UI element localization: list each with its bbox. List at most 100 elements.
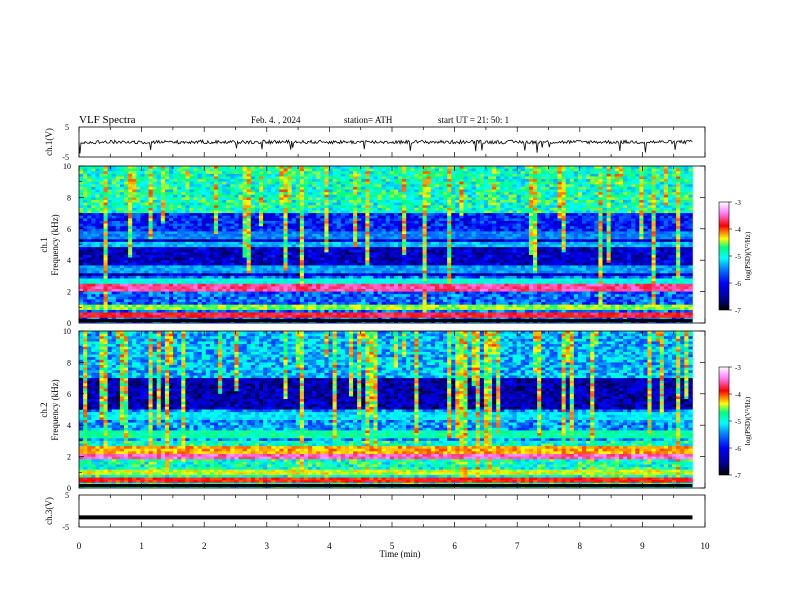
spectrogram-cell — [513, 224, 517, 227]
spectrogram-cell — [87, 218, 91, 221]
spectrogram-cell — [144, 169, 148, 172]
spectrogram-cell — [463, 221, 467, 224]
spectrogram-cell — [149, 221, 153, 224]
spectrogram-cell — [108, 182, 112, 185]
spectrogram-cell — [504, 250, 508, 253]
spectrogram-cell — [104, 221, 108, 224]
spectrogram-cell — [337, 237, 341, 240]
spectrogram-cell — [234, 208, 238, 211]
spectrogram-cell — [459, 184, 463, 187]
spectrogram-cell — [283, 182, 287, 185]
spectrogram-cell — [337, 221, 341, 224]
spectrogram-cell — [566, 250, 570, 253]
spectrogram-cell — [455, 247, 459, 250]
spectrogram-cell — [149, 218, 153, 221]
spectrogram-cell — [472, 176, 476, 179]
spectrogram-cell — [206, 229, 210, 232]
spectrogram-cell — [525, 213, 529, 216]
spectrogram-cell — [234, 187, 238, 190]
spectrogram-cell — [300, 184, 304, 187]
spectrogram-cell — [140, 182, 144, 185]
spectrogram-cell — [149, 224, 153, 227]
spectrogram-cell — [447, 203, 451, 206]
spectrogram-cell — [447, 226, 451, 229]
spectrogram-cell — [292, 226, 296, 229]
spectrogram-cell — [177, 182, 181, 185]
spectrogram-cell — [337, 200, 341, 203]
spectrogram-cell — [447, 166, 451, 169]
spectrogram-cell — [394, 187, 398, 190]
spectrogram-cell — [296, 237, 300, 240]
spectrogram-cell — [230, 187, 234, 190]
spectrogram-cell — [177, 205, 181, 208]
spectrogram-cell — [423, 179, 427, 182]
spectrogram-cell — [611, 192, 615, 195]
spectrogram-cell — [427, 208, 431, 211]
spectrogram-cell — [394, 169, 398, 172]
spectrogram-cell — [439, 250, 443, 253]
spectrogram-cell — [112, 169, 116, 172]
spectrogram-cell — [562, 169, 566, 172]
spectrogram-cell — [631, 242, 635, 245]
spectrogram-cell — [521, 182, 525, 185]
spectrogram-cell — [357, 226, 361, 229]
spectrogram-cell — [198, 231, 202, 234]
spectrogram-cell — [688, 224, 692, 227]
spectrogram-cell — [423, 187, 427, 190]
spectrogram-cell — [631, 210, 635, 213]
spectrogram-cell — [611, 218, 615, 221]
spectrogram-cell — [521, 247, 525, 250]
spectrogram-cell — [230, 197, 234, 200]
spectrogram-cell — [234, 176, 238, 179]
spectrogram-cell — [480, 187, 484, 190]
spectrogram-cell — [631, 192, 635, 195]
spectrogram-cell — [443, 182, 447, 185]
spectrogram-cell — [402, 195, 406, 198]
spectrogram-cell — [386, 234, 390, 237]
spectrogram-cell — [529, 229, 533, 232]
spectrogram-cell — [410, 192, 414, 195]
spectrogram-cell — [545, 231, 549, 234]
spectrogram-cell — [271, 171, 275, 174]
spectrogram-cell — [414, 221, 418, 224]
spectrogram-cell — [639, 179, 643, 182]
spectrogram-cell — [120, 192, 124, 195]
spectrogram-cell — [275, 195, 279, 198]
spectrogram-cell — [132, 226, 136, 229]
spectrogram-cell — [312, 234, 316, 237]
spectrogram-cell — [386, 182, 390, 185]
spectrogram-cell — [120, 208, 124, 211]
spectrogram-cell — [251, 208, 255, 211]
spectrogram-cell — [647, 231, 651, 234]
spectrogram-cell — [537, 200, 541, 203]
spectrogram-cell — [341, 174, 345, 177]
spectrogram-cell — [492, 208, 496, 211]
spectrogram-cell — [239, 192, 243, 195]
spectrogram-cell — [234, 195, 238, 198]
spectrogram-cell — [513, 245, 517, 248]
spectrogram-cell — [390, 213, 394, 216]
spectrogram-cell — [345, 174, 349, 177]
spectrogram-cell — [439, 213, 443, 216]
spectrogram-cell — [255, 200, 259, 203]
spectrogram-cell — [136, 174, 140, 177]
spectrogram-cell — [472, 205, 476, 208]
spectrogram-cell — [431, 221, 435, 224]
spectrogram-cell — [468, 179, 472, 182]
spectrogram-cell — [668, 229, 672, 232]
spectrogram-cell — [185, 242, 189, 245]
spectrogram-cell — [128, 216, 132, 219]
spectrogram-cell — [611, 203, 615, 206]
spectrogram-cell — [341, 182, 345, 185]
spectrogram-cell — [451, 237, 455, 240]
spectrogram-cell — [664, 166, 668, 169]
spectrogram-cell — [243, 218, 247, 221]
spectrogram-cell — [161, 216, 165, 219]
spectrogram-cell — [664, 224, 668, 227]
spectrogram-cell — [161, 242, 165, 245]
spectrogram-cell — [230, 176, 234, 179]
spectrogram-cell — [582, 203, 586, 206]
spectrogram-cell — [267, 245, 271, 248]
spectrogram-cell — [320, 195, 324, 198]
spectrogram-cell — [402, 213, 406, 216]
